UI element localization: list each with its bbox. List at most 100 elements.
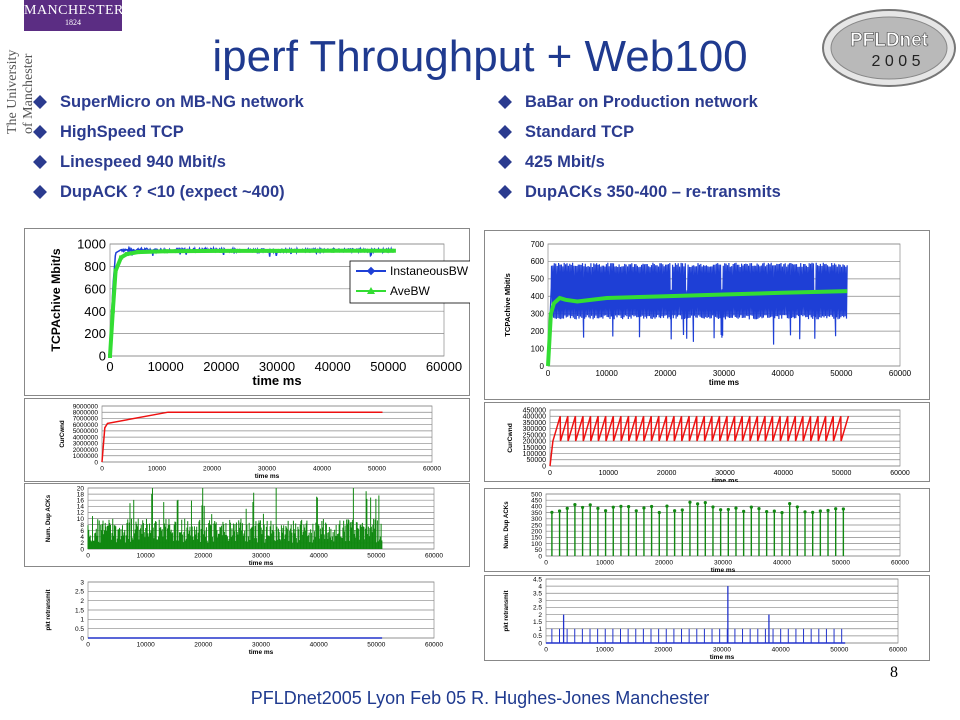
dupack-point xyxy=(596,506,600,510)
y-tick-label: 2 xyxy=(538,612,542,619)
x-tick-label: 40000 xyxy=(772,647,790,654)
x-tick-label: 40000 xyxy=(774,470,794,477)
y-tick-label: 0 xyxy=(538,640,542,647)
y-tick-label: 3 xyxy=(538,598,542,605)
x-tick-label: 40000 xyxy=(310,642,328,649)
y-tick-label: 8 xyxy=(80,522,84,529)
dupack-point xyxy=(788,501,792,506)
y-tick-label: 0 xyxy=(80,635,84,642)
average-point xyxy=(163,249,168,254)
x-axis-label: time ms xyxy=(252,373,301,388)
y-tick-label: 450000 xyxy=(523,407,546,414)
dupack-point xyxy=(703,501,707,505)
dupack-point xyxy=(611,505,615,509)
y-axis-label: Num. Dup ACKs xyxy=(45,494,52,542)
bullet-text: SuperMicro on MB-NG network xyxy=(60,93,304,111)
y-axis-label: CurCwnd xyxy=(59,420,66,448)
y-tick-label: 250 xyxy=(531,522,542,529)
x-tick-label: 30000 xyxy=(713,369,736,378)
dupack-point xyxy=(627,504,631,509)
dupack-point xyxy=(634,509,638,513)
pfldnet-logo-text: PFLDnet xyxy=(850,30,929,51)
y-tick-label: 8000000 xyxy=(73,409,99,416)
x-tick-label: 60000 xyxy=(889,369,912,378)
bullet-text: Linespeed 940 Mbit/s xyxy=(60,153,226,171)
x-tick-label: 10000 xyxy=(137,642,155,649)
x-tick-label: 50000 xyxy=(370,359,406,374)
diamond-bullet-icon xyxy=(498,185,512,199)
bullet-text: BaBar on Production network xyxy=(525,93,758,111)
y-tick-label: 14 xyxy=(77,504,85,511)
manchester-logo-year: 1824 xyxy=(65,18,81,27)
y-tick-label: 450 xyxy=(531,497,542,504)
y-tick-label: 10 xyxy=(77,516,85,523)
bullet-item: BaBar on Production network xyxy=(495,92,781,122)
y-tick-label: 300 xyxy=(531,310,545,319)
x-axis-label: time ms xyxy=(709,378,740,387)
y-tick-label: 3.5 xyxy=(533,590,542,597)
dupack-point xyxy=(711,505,715,509)
bullet-text: HighSpeed TCP xyxy=(60,123,184,141)
diamond-bullet-icon xyxy=(33,185,47,199)
dupack-point xyxy=(757,506,761,511)
dupack-point xyxy=(565,506,569,510)
y-tick-label: 1 xyxy=(80,617,84,624)
y-tick-label: 400 xyxy=(84,304,106,319)
y-tick-label: 0 xyxy=(542,463,546,470)
dupack-point xyxy=(619,504,623,509)
x-tick-label: 10000 xyxy=(137,553,155,560)
average-point xyxy=(275,248,279,253)
x-tick-label: 10000 xyxy=(148,466,166,473)
dupack-point xyxy=(826,508,830,513)
diamond-bullet-icon xyxy=(498,95,512,109)
x-tick-label: 50000 xyxy=(832,470,852,477)
y-tick-label: 0.5 xyxy=(533,633,542,640)
x-tick-label: 30000 xyxy=(259,359,295,374)
bullet-item: 425 Mbit/s xyxy=(495,152,781,182)
average-point xyxy=(219,248,224,253)
plot-area xyxy=(101,405,433,463)
x-tick-label: 20000 xyxy=(194,642,212,649)
y-tick-label: 6 xyxy=(80,528,84,535)
x-tick-label: 20000 xyxy=(654,647,672,654)
slide-footer: PFLDnet2005 Lyon Feb 05 R. Hughes-Jones … xyxy=(250,688,710,708)
y-tick-label: 0 xyxy=(540,362,545,371)
y-tick-label: 0 xyxy=(94,459,98,466)
y-tick-label: 250000 xyxy=(523,432,546,439)
x-tick-label: 30000 xyxy=(252,553,270,560)
x-tick-label: 0 xyxy=(86,553,90,560)
x-tick-label: 40000 xyxy=(310,553,328,560)
x-tick-label: 60000 xyxy=(425,642,443,649)
chart-right-cwnd: 0500001000001500002000002500003000003500… xyxy=(484,402,930,482)
dupack-point xyxy=(795,505,799,509)
x-tick-label: 50000 xyxy=(832,560,850,567)
university-line2: of Manchester xyxy=(21,53,36,134)
x-tick-label: 10000 xyxy=(596,647,614,654)
page-number: 8 xyxy=(890,664,898,681)
series-instantaneous-line xyxy=(547,262,848,367)
series-cwnd-line xyxy=(101,411,383,463)
y-tick-label: 200 xyxy=(531,528,542,535)
chart-right-throughput: 0 100 200 300 400 500 600 700 0 10000 20000 30000 40… xyxy=(484,230,930,400)
y-tick-label: 1000 xyxy=(77,237,106,252)
average-point xyxy=(119,255,124,260)
series-dupack-bars xyxy=(87,488,383,549)
dupack-point xyxy=(742,509,746,513)
y-axis-label: TCPAchive Mbit/s xyxy=(49,248,63,351)
x-tick-label: 50000 xyxy=(830,369,853,378)
x-axis-label: time ms xyxy=(710,654,735,661)
series-dupack-bars xyxy=(550,500,845,556)
y-tick-label: 300 xyxy=(531,516,542,523)
y-axis-label: pkt retransmit xyxy=(503,590,510,631)
bullet-item: DupACK ? <10 (expect ~400) xyxy=(30,182,304,212)
y-tick-label: 4 xyxy=(538,583,542,590)
dupack-point xyxy=(688,500,692,504)
y-tick-label: 18 xyxy=(77,491,85,498)
y-tick-label: 3000000 xyxy=(73,441,99,448)
series-cwnd-line xyxy=(549,415,850,467)
bullet-item: HighSpeed TCP xyxy=(30,122,304,152)
diamond-bullet-icon xyxy=(33,155,47,169)
y-tick-label: 50000 xyxy=(527,457,547,464)
slide-title: iperf Throughput + Web100 xyxy=(212,32,748,81)
